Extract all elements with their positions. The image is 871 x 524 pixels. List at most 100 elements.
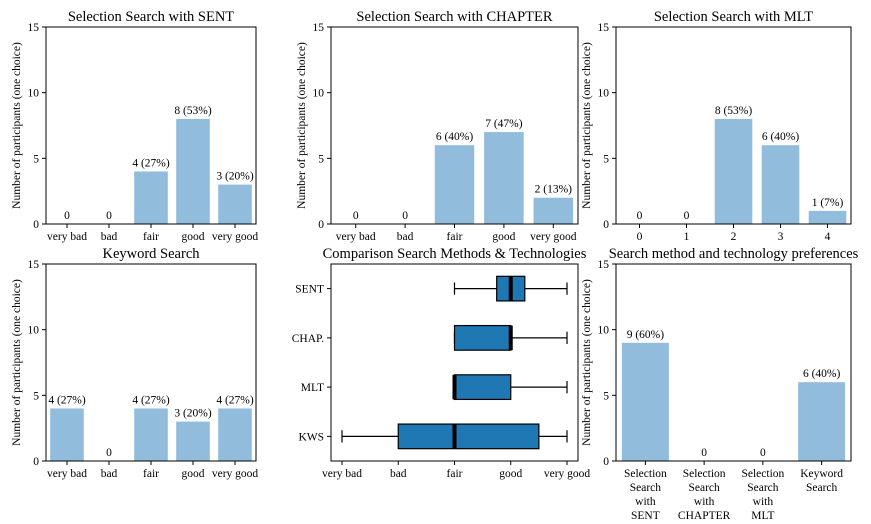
chart-panel-4: Keyword Search 0 5 10 15 4 (27%) very bad 0 bad 4… [11,246,258,480]
x-tick-label: good [492,231,515,243]
y-axis-label: Number of participants (one choice) [581,279,593,446]
x-tick-label: good [182,231,205,243]
x-tick-label: Search [630,482,662,494]
x-tick-label: 1 [684,231,690,243]
data-label: 4 (27%) [48,394,86,406]
bar [218,184,252,224]
y-tick-label: CHAP. [292,333,324,345]
bar [176,421,210,461]
chart-title: Selection Search with MLT [654,9,813,25]
x-tick-label: bad [101,231,118,243]
y-tick-label: SENT [295,284,324,296]
bar [50,408,84,461]
y-tick-label: 10 [313,88,325,100]
x-tick-label: bad [397,231,414,243]
x-tick-label: fair [447,231,463,243]
data-label: 9 (60%) [627,329,665,341]
data-label: 3 (20%) [216,171,254,183]
x-tick-label: Selection [683,468,726,480]
x-tick-label: very good [212,231,259,243]
y-tick-label: 15 [598,259,610,271]
x-tick-label: MLT [751,510,774,522]
iqr-box [453,374,512,401]
data-label: 1 (7%) [812,197,844,209]
x-tick-label: Search [688,482,720,494]
x-tick-label: very bad [322,468,362,480]
y-tick-label: 15 [313,22,325,34]
data-label: 4 (27%) [132,394,170,406]
x-tick-label: very good [544,468,591,480]
y-axis-label: Number of participants (one choice) [11,279,23,446]
x-tick-label: CHAPTER [678,510,731,522]
x-tick-label: Selection [624,468,667,480]
x-tick-label: Search [806,482,838,494]
y-axis-label: Number of participants (one choice) [581,42,593,209]
y-tick-label: 0 [33,456,39,468]
bar [533,197,574,224]
axes-frame [330,26,579,225]
bar [434,145,475,224]
bar [484,132,524,224]
data-label: 0 [64,210,70,222]
chart-title: Selection Search with SENT [68,9,234,25]
x-tick-label: 3 [778,231,784,243]
y-tick-label: KWS [298,431,324,443]
x-tick-label: fair [447,468,463,480]
x-tick-label: very bad [336,231,376,243]
x-tick-label: with [753,496,774,508]
bar [808,210,847,224]
box-mlt [452,374,568,401]
bar [176,118,210,224]
x-tick-label: very good [212,468,259,480]
data-label: 8 (53%) [715,105,753,117]
chart-panel-2: Selection Search with CHAPTER 0 5 10 15 0 very… [296,9,579,243]
iqr-box [453,324,512,351]
x-tick-label: Selection [741,468,784,480]
data-label: 0 [637,210,643,222]
bar [218,408,252,461]
x-tick-label: good [182,468,205,480]
y-tick-label: 5 [603,153,609,165]
y-tick-label: 0 [603,219,609,231]
bar [134,408,168,461]
y-tick-label: 0 [318,219,324,231]
chart-panel-1: Selection Search with SENT 0 5 10 15 0 very ba… [11,9,258,243]
data-label: 0 [760,447,766,459]
x-tick-label: good [499,468,522,480]
x-tick-label: SENT [631,510,660,522]
y-tick-label: 10 [28,88,40,100]
bar [761,145,800,224]
x-tick-label: very bad [47,231,87,243]
data-label: 0 [106,210,112,222]
chart-title: Comparison Search Methods & Technologies [323,246,587,262]
axes-frame [330,263,579,462]
bar [134,171,168,224]
chart-panel-5: Comparison Search Methods & Technologies… [292,246,591,480]
chart-title: Selection Search with CHAPTER [356,9,552,25]
x-tick-label: Search [747,482,779,494]
x-tick-label: fair [143,468,159,480]
x-tick-label: very bad [47,468,87,480]
data-label: 0 [684,210,690,222]
bar [798,382,846,461]
x-tick-label: fair [143,231,159,243]
y-tick-label: 10 [598,88,610,100]
y-tick-label: 15 [28,259,40,271]
data-label: 4 (27%) [216,394,254,406]
data-label: 0 [701,447,707,459]
data-label: 6 (40%) [803,368,841,380]
data-label: 0 [353,210,359,222]
box-kws [341,423,568,450]
box-sent [453,275,568,302]
data-label: 6 (40%) [436,131,474,143]
x-tick-label: 4 [825,231,831,243]
y-tick-label: 15 [598,22,610,34]
chart-panel-3: Selection Search with MLT 0 5 10 15 0 0 0 1 8 (53… [581,9,852,243]
box-chap [453,324,568,351]
y-tick-label: 5 [318,153,324,165]
data-label: 6 (40%) [762,131,800,143]
x-tick-label: 2 [731,231,737,243]
x-tick-label: with [694,496,715,508]
iqr-box [397,423,540,450]
